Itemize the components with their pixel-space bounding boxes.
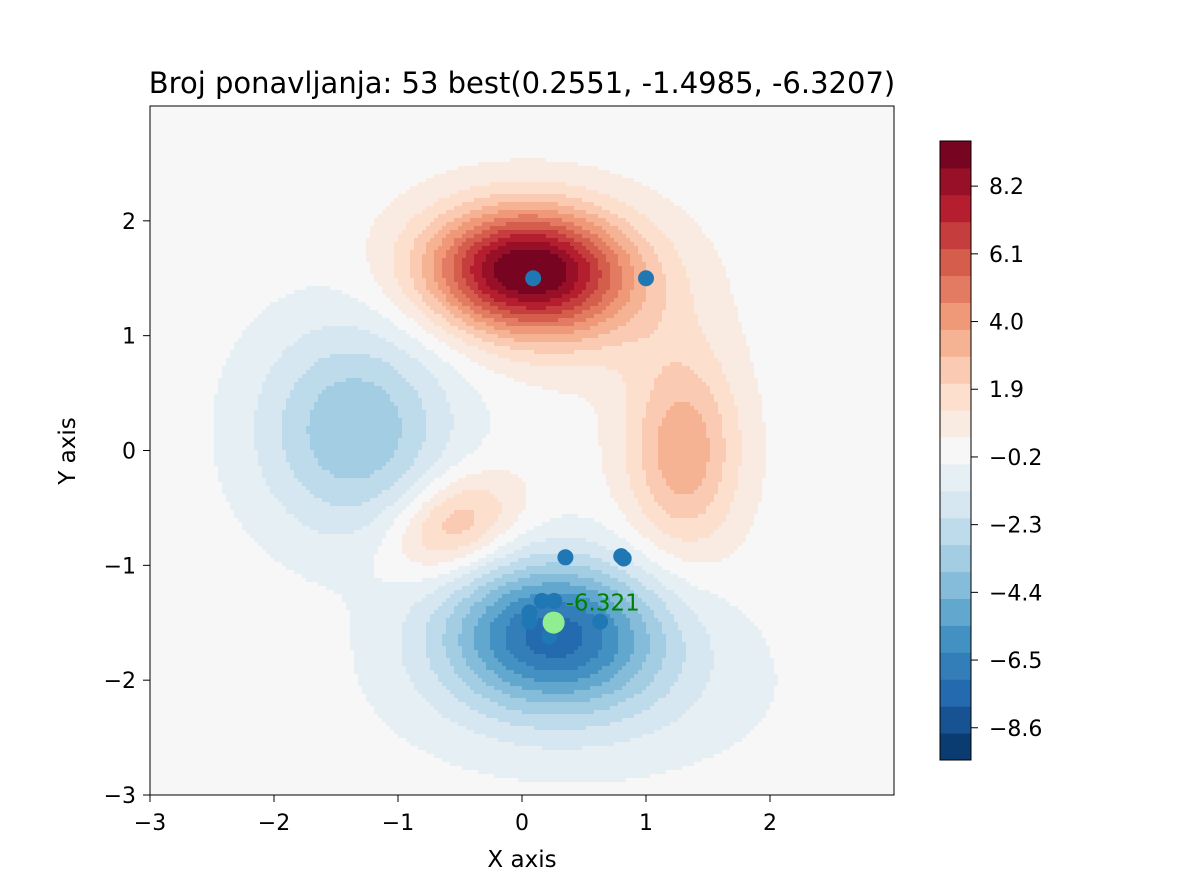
colorbar-band <box>940 141 971 169</box>
x-tick-label: 2 <box>763 811 777 836</box>
colorbar-tick-label: 1.9 <box>989 378 1024 403</box>
y-axis-title: Y axis <box>55 417 81 485</box>
colorbar-band <box>940 544 971 573</box>
colorbar-tick-label: −6.5 <box>989 649 1042 674</box>
colorbar-tick-label: 4.0 <box>989 311 1024 336</box>
colorbar-band <box>940 248 971 277</box>
colorbar-band <box>940 221 971 250</box>
colorbar-tick-label: −0.2 <box>989 446 1042 471</box>
y-axis: −3 −2 −1 0 1 2 <box>104 210 150 809</box>
colorbar-band <box>940 679 971 707</box>
chart-title: Broj ponavljanja: 53 best(0.2551, -1.498… <box>149 66 895 100</box>
colorbar-band <box>940 437 971 465</box>
colorbar-band <box>940 329 971 357</box>
y-tick-label: 2 <box>122 210 136 235</box>
best-point-label: -6.321 <box>566 591 640 617</box>
sample-point <box>638 270 654 287</box>
colorbar-band <box>940 706 971 734</box>
sample-point <box>592 613 609 630</box>
colorbar-band <box>940 383 971 411</box>
y-tick-label: −1 <box>104 554 136 579</box>
x-tick-label: 0 <box>515 811 529 836</box>
contour-layer <box>150 106 894 795</box>
x-tick-label: 1 <box>639 811 653 836</box>
colorbar-band <box>940 490 971 519</box>
sample-point <box>525 270 542 287</box>
y-tick-label: −3 <box>104 784 136 809</box>
x-tick-label: −1 <box>382 811 414 836</box>
colorbar-band <box>940 275 971 303</box>
colorbar-tick-label: −4.4 <box>989 581 1042 606</box>
colorbar-frame <box>939 140 972 761</box>
x-tick-label: −3 <box>134 811 166 836</box>
x-tick-label: −2 <box>258 811 290 836</box>
sample-point <box>533 592 550 609</box>
colorbar-band <box>940 356 971 384</box>
colorbar-tick-label: −8.6 <box>989 717 1042 742</box>
sample-point <box>521 613 538 630</box>
colorbar-band <box>940 733 971 761</box>
colorbar-tick-label: 8.2 <box>989 175 1024 200</box>
colorbar-band <box>940 652 971 680</box>
sample-point <box>557 549 574 566</box>
colorbar-band <box>940 167 971 196</box>
colorbar-band <box>940 598 971 626</box>
sample-point <box>546 592 563 609</box>
plot-area <box>149 105 895 796</box>
colorbar-band <box>940 517 971 546</box>
y-tick-label: 0 <box>122 440 136 465</box>
colorbar-band <box>940 625 971 653</box>
best-point <box>542 611 565 634</box>
x-axis: −3 −2 −1 0 1 2 <box>134 795 777 836</box>
x-axis-title: X axis <box>487 847 556 873</box>
sample-point <box>615 550 632 567</box>
colorbar-tick-label: 6.1 <box>989 243 1024 268</box>
y-tick-label: 1 <box>122 325 136 350</box>
points-layer <box>521 270 654 645</box>
colorbar-band <box>940 571 971 600</box>
colorbar: 8.2 6.1 4.0 1.9 −0.2 −2.3 −4.4 −6.5 −8.6 <box>939 140 1042 761</box>
colorbar-band <box>940 463 971 492</box>
colorbar-band <box>940 302 971 330</box>
colorbar-band <box>940 410 971 438</box>
colorbar-tick-label: −2.3 <box>989 514 1042 539</box>
colorbar-band <box>940 194 971 223</box>
y-tick-label: −2 <box>104 669 136 694</box>
